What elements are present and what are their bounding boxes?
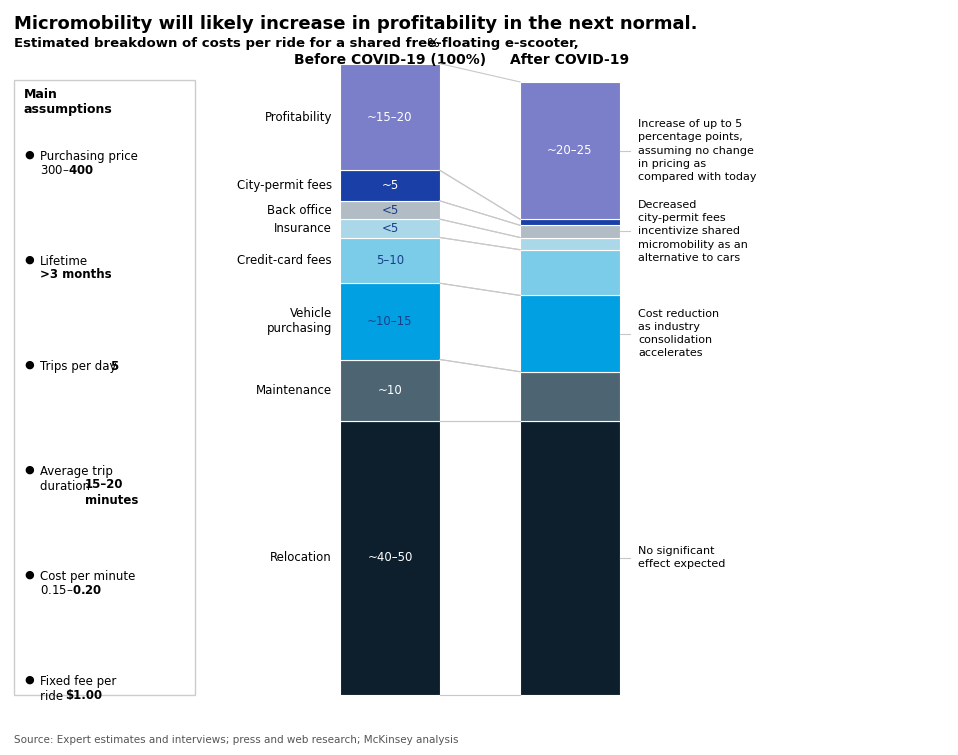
Text: Source: Expert estimates and interviews; press and web research; McKinsey analys: Source: Expert estimates and interviews;… (14, 735, 459, 745)
Text: 5–10: 5–10 (376, 254, 404, 267)
Text: Back office: Back office (267, 204, 332, 217)
Text: Credit-card fees: Credit-card fees (238, 254, 332, 267)
Bar (340, 219, 440, 238)
Text: Maintenance: Maintenance (256, 384, 332, 396)
Bar (520, 421, 620, 695)
Text: ●: ● (24, 255, 34, 265)
Bar (340, 201, 440, 219)
Text: ~15–20: ~15–20 (367, 110, 413, 124)
Text: Profitability: Profitability (264, 110, 332, 124)
Bar (340, 171, 440, 201)
Text: ~20–25: ~20–25 (547, 144, 593, 157)
Text: ●: ● (24, 465, 34, 475)
Bar (520, 225, 620, 238)
Text: ~40–50: ~40–50 (367, 551, 413, 564)
Bar (520, 82, 620, 219)
Text: Vehicle
purchasing: Vehicle purchasing (266, 307, 332, 335)
Text: Decreased
city-permit fees
incentivize shared
micromobility as an
alternative to: Decreased city-permit fees incentivize s… (638, 200, 748, 263)
Text: %: % (422, 37, 440, 50)
Text: Before COVID-19 (100%): Before COVID-19 (100%) (294, 53, 486, 67)
Text: Cost per minute: Cost per minute (40, 570, 135, 598)
Text: Average trip
duration: Average trip duration (40, 465, 113, 493)
Bar (520, 371, 620, 421)
Text: ~5: ~5 (381, 179, 399, 193)
Text: $0.15–$0.20: $0.15–$0.20 (40, 584, 102, 596)
Bar (14, 80, 195, 695)
Text: Estimated breakdown of costs per ride for a shared free-floating e-scooter,: Estimated breakdown of costs per ride fo… (14, 37, 579, 50)
Text: Micromobility will likely increase in profitability in the next normal.: Micromobility will likely increase in pr… (14, 15, 697, 33)
Text: ●: ● (24, 675, 34, 685)
Bar (520, 295, 620, 371)
Text: Fixed fee per
ride: Fixed fee per ride (40, 675, 116, 703)
Text: City-permit fees: City-permit fees (237, 179, 332, 193)
Text: Purchasing price: Purchasing price (40, 150, 138, 178)
Text: Increase of up to 5
percentage points,
assuming no change
in pricing as
compared: Increase of up to 5 percentage points, a… (638, 119, 757, 182)
Text: Main
assumptions: Main assumptions (24, 88, 113, 116)
Text: ●: ● (24, 360, 34, 370)
Text: >3 months: >3 months (40, 269, 112, 282)
Text: Lifetime: Lifetime (40, 255, 88, 283)
Text: Relocation: Relocation (270, 551, 332, 564)
Bar (340, 359, 440, 421)
Text: 5: 5 (110, 360, 118, 373)
Text: ~10: ~10 (377, 384, 402, 396)
Bar (340, 283, 440, 359)
Bar (520, 238, 620, 250)
Bar (520, 250, 620, 295)
Text: Cost reduction
as industry
consolidation
accelerates: Cost reduction as industry consolidation… (638, 309, 719, 359)
Bar (340, 63, 440, 171)
Text: ●: ● (24, 150, 34, 160)
Bar (340, 421, 440, 695)
Text: <5: <5 (381, 204, 399, 217)
Text: Insurance: Insurance (274, 222, 332, 235)
Bar (340, 238, 440, 283)
Text: No significant
effect expected: No significant effect expected (638, 546, 725, 569)
Text: $1.00: $1.00 (65, 689, 103, 701)
Text: After COVID-19: After COVID-19 (511, 53, 629, 67)
Text: $300–$400: $300–$400 (40, 164, 94, 177)
Text: 15–20
minutes: 15–20 minutes (85, 479, 138, 507)
Text: <5: <5 (381, 222, 399, 235)
Text: Trips per day: Trips per day (40, 360, 121, 373)
Text: ~10–15: ~10–15 (367, 315, 413, 328)
Text: ●: ● (24, 570, 34, 580)
Bar (520, 219, 620, 225)
